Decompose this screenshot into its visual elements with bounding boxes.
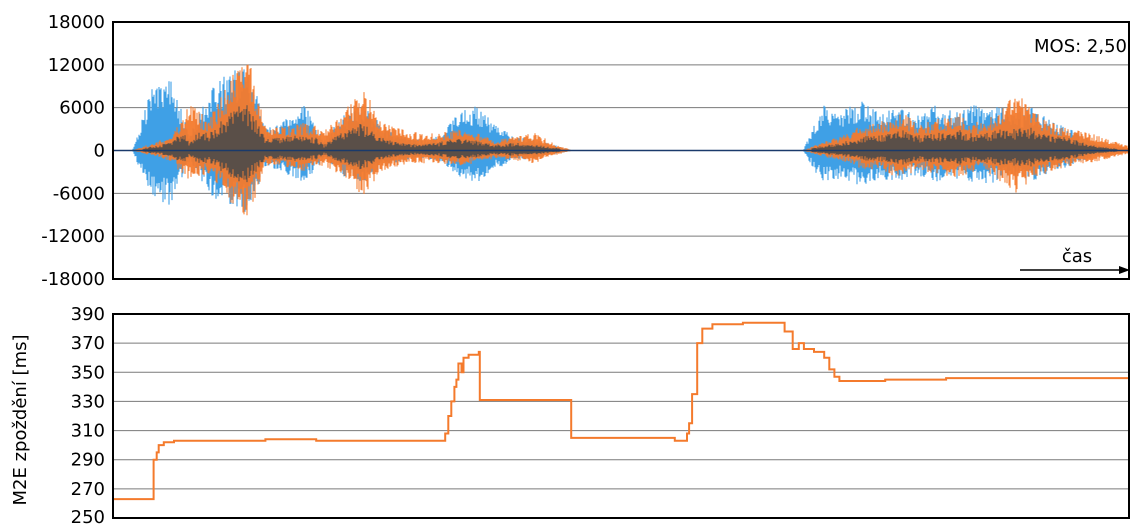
y-tick-label: 270 xyxy=(71,479,105,500)
delay-series-line xyxy=(113,321,1129,501)
delay-gridlines xyxy=(113,313,1129,519)
y-tick-label: 350 xyxy=(71,362,105,383)
y-tick-label: 12000 xyxy=(48,55,105,76)
y-tick-label: 250 xyxy=(71,507,105,524)
y-tick-label: 290 xyxy=(71,450,105,471)
waveform-y-ticks: 18000 12000 6000 0 -6000 -12000 -18000 xyxy=(41,12,105,290)
y-tick-label: 6000 xyxy=(59,98,105,119)
waveform-series xyxy=(132,64,1130,216)
waveform-panel: 18000 12000 6000 0 -6000 -12000 -18000 MOS: 2,… xyxy=(41,12,1130,290)
y-tick-label: 370 xyxy=(71,333,105,354)
delay-y-ticks: 390 370 350 330 310 290 270 250 xyxy=(71,304,105,524)
y-tick-label: 18000 xyxy=(48,12,105,33)
y-tick-label: -6000 xyxy=(53,183,105,204)
y-tick-label: 0 xyxy=(94,141,105,162)
waveform-frame xyxy=(112,21,1130,280)
time-arrow xyxy=(1020,266,1130,274)
y-tick-label: 390 xyxy=(71,304,105,325)
time-axis-label: čas xyxy=(1062,246,1092,267)
delay-panel: 390 370 350 330 310 290 270 250 M2E zpoždění [m… xyxy=(10,304,1130,524)
y-tick-label: 330 xyxy=(71,391,105,412)
mos-label: MOS: 2,50 xyxy=(1034,36,1127,57)
y-axis-label: M2E zpoždění [ms] xyxy=(10,335,31,506)
y-tick-label: -18000 xyxy=(41,269,105,290)
delay-frame xyxy=(112,313,1130,519)
y-tick-label: 310 xyxy=(71,421,105,442)
y-tick-label: -12000 xyxy=(41,226,105,247)
